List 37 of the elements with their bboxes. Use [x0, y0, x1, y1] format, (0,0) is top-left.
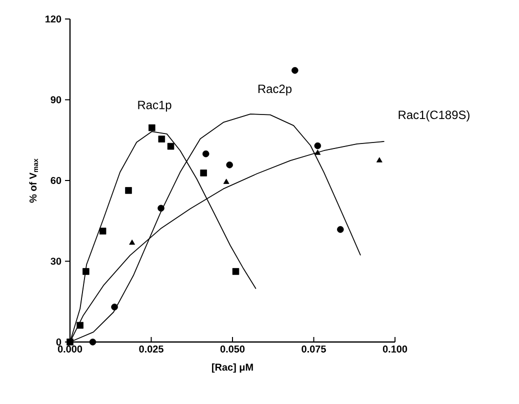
- point: [337, 226, 344, 233]
- y-tick-label: 120: [46, 15, 62, 23]
- point: [202, 150, 210, 158]
- point: [223, 178, 230, 184]
- y-tick-label: 60: [50, 176, 62, 184]
- point: [158, 204, 164, 212]
- point: [292, 67, 298, 74]
- point: [158, 136, 166, 142]
- point: [314, 150, 321, 155]
- point: [82, 268, 90, 275]
- point: [111, 304, 118, 310]
- point: [148, 124, 156, 132]
- point: [232, 268, 240, 275]
- point: [376, 157, 382, 162]
- x-axis-title: [Rac] μM: [212, 363, 253, 373]
- annotation: Rac2p: [258, 84, 292, 96]
- x-tick-label: 0.025: [139, 346, 164, 353]
- point: [129, 240, 136, 245]
- point: [200, 170, 207, 176]
- x-tick-label: 0.000: [58, 346, 82, 353]
- point: [66, 338, 74, 346]
- x-tick-label: 0.050: [220, 346, 245, 353]
- x-tick-label: 0.100: [382, 346, 408, 353]
- point: [99, 228, 106, 234]
- point: [76, 322, 84, 329]
- point: [167, 142, 174, 150]
- y-tick-label: 0: [56, 338, 62, 346]
- point: [125, 187, 132, 194]
- annotation: Rac1p: [138, 100, 172, 112]
- y-tick-label: 30: [50, 258, 62, 265]
- text: Rac1(C189S): [398, 110, 470, 122]
- point: [314, 142, 322, 150]
- y-tick-label: 90: [50, 96, 62, 104]
- point: [89, 338, 96, 346]
- x-tick-label: 0.075: [302, 346, 326, 353]
- y-axis-title: % of V$_{max}$: [29, 158, 38, 203]
- point: [226, 162, 233, 168]
